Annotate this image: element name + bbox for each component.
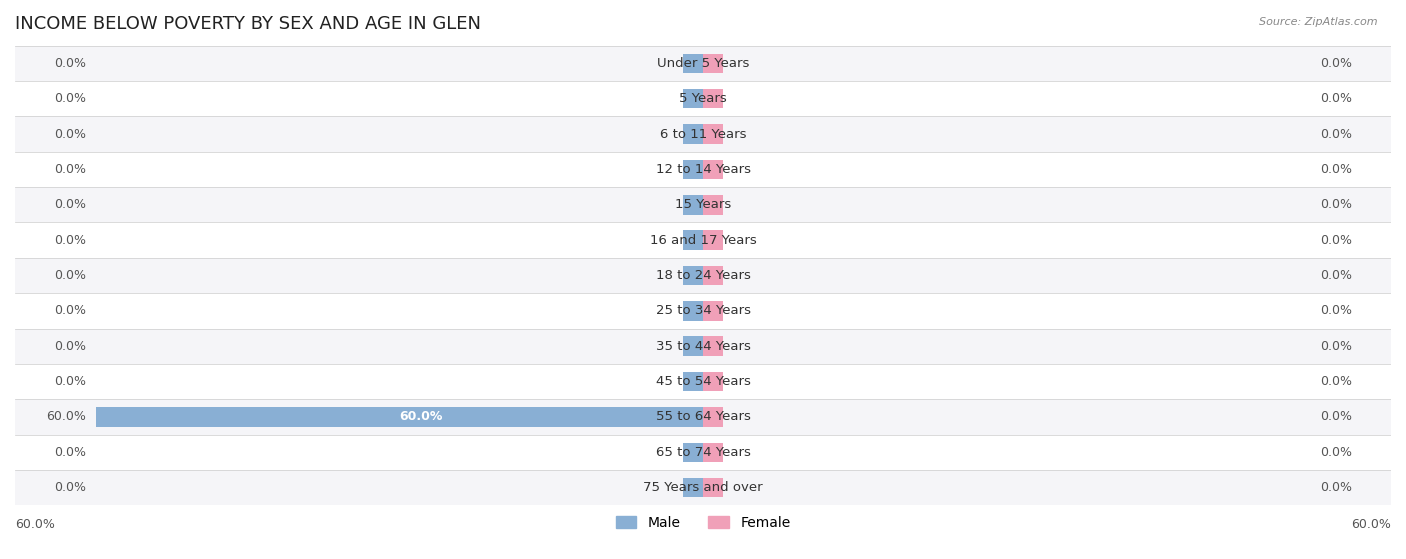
Bar [683, 478, 703, 498]
Bar [703, 89, 723, 108]
Bar [0, 329, 1406, 364]
Bar [0, 222, 1406, 258]
Text: 0.0%: 0.0% [1320, 234, 1353, 247]
Text: 18 to 24 Years: 18 to 24 Years [655, 269, 751, 282]
Text: 60.0%: 60.0% [399, 410, 443, 423]
Bar [683, 443, 703, 462]
Bar [0, 470, 1406, 505]
Bar [703, 301, 723, 320]
Bar [703, 266, 723, 285]
Text: 0.0%: 0.0% [1320, 92, 1353, 105]
Bar [703, 124, 723, 144]
Text: 0.0%: 0.0% [53, 198, 86, 211]
Bar [683, 54, 703, 73]
Bar [703, 54, 723, 73]
Text: 12 to 14 Years: 12 to 14 Years [655, 163, 751, 176]
Text: 0.0%: 0.0% [1320, 163, 1353, 176]
Bar [703, 160, 723, 179]
Bar [96, 407, 703, 427]
Text: 0.0%: 0.0% [53, 127, 86, 140]
Text: Source: ZipAtlas.com: Source: ZipAtlas.com [1260, 17, 1378, 27]
Text: 0.0%: 0.0% [1320, 269, 1353, 282]
Bar [703, 478, 723, 498]
Bar [0, 151, 1406, 187]
Text: 55 to 64 Years: 55 to 64 Years [655, 410, 751, 423]
Bar [703, 407, 723, 427]
Text: 0.0%: 0.0% [1320, 481, 1353, 494]
Text: 0.0%: 0.0% [53, 92, 86, 105]
Text: 0.0%: 0.0% [53, 163, 86, 176]
Bar [683, 301, 703, 320]
Text: 0.0%: 0.0% [53, 375, 86, 388]
Bar [0, 293, 1406, 329]
Bar [0, 258, 1406, 293]
Text: 0.0%: 0.0% [1320, 446, 1353, 459]
Text: 60.0%: 60.0% [1351, 518, 1391, 530]
Bar [703, 230, 723, 250]
Text: 6 to 11 Years: 6 to 11 Years [659, 127, 747, 140]
Bar [0, 187, 1406, 222]
Legend: Male, Female: Male, Female [610, 510, 796, 535]
Text: 0.0%: 0.0% [1320, 340, 1353, 353]
Text: 0.0%: 0.0% [53, 340, 86, 353]
Bar [683, 89, 703, 108]
Text: INCOME BELOW POVERTY BY SEX AND AGE IN GLEN: INCOME BELOW POVERTY BY SEX AND AGE IN G… [15, 15, 481, 33]
Text: 25 to 34 Years: 25 to 34 Years [655, 304, 751, 318]
Bar [0, 434, 1406, 470]
Text: 0.0%: 0.0% [1320, 127, 1353, 140]
Bar [0, 46, 1406, 81]
Text: 0.0%: 0.0% [1320, 304, 1353, 318]
Text: 0.0%: 0.0% [53, 481, 86, 494]
Text: Under 5 Years: Under 5 Years [657, 57, 749, 70]
Text: 16 and 17 Years: 16 and 17 Years [650, 234, 756, 247]
Text: 60.0%: 60.0% [46, 410, 86, 423]
Bar [683, 124, 703, 144]
Bar [683, 337, 703, 356]
Text: 0.0%: 0.0% [53, 234, 86, 247]
Text: 15 Years: 15 Years [675, 198, 731, 211]
Text: 45 to 54 Years: 45 to 54 Years [655, 375, 751, 388]
Bar [703, 337, 723, 356]
Bar [683, 266, 703, 285]
Bar [0, 81, 1406, 116]
Text: 5 Years: 5 Years [679, 92, 727, 105]
Text: 0.0%: 0.0% [53, 304, 86, 318]
Text: 0.0%: 0.0% [53, 269, 86, 282]
Bar [703, 443, 723, 462]
Bar [0, 364, 1406, 399]
Text: 0.0%: 0.0% [1320, 410, 1353, 423]
Bar [0, 116, 1406, 151]
Text: 0.0%: 0.0% [53, 57, 86, 70]
Text: 0.0%: 0.0% [1320, 375, 1353, 388]
Text: 65 to 74 Years: 65 to 74 Years [655, 446, 751, 459]
Bar [683, 195, 703, 215]
Text: 0.0%: 0.0% [1320, 198, 1353, 211]
Bar [683, 160, 703, 179]
Bar [683, 372, 703, 391]
Text: 60.0%: 60.0% [15, 518, 55, 530]
Text: 0.0%: 0.0% [1320, 57, 1353, 70]
Text: 75 Years and over: 75 Years and over [643, 481, 763, 494]
Text: 35 to 44 Years: 35 to 44 Years [655, 340, 751, 353]
Bar [683, 230, 703, 250]
Bar [0, 399, 1406, 434]
Bar [703, 372, 723, 391]
Text: 0.0%: 0.0% [53, 446, 86, 459]
Bar [703, 195, 723, 215]
